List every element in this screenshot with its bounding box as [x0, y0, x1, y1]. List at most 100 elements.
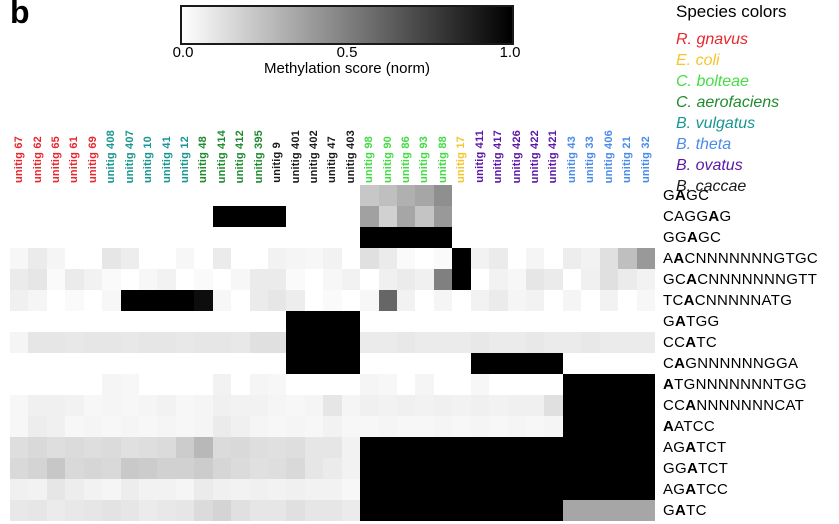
heatmap-cell [120, 185, 139, 206]
heatmap-cell [415, 269, 434, 290]
heatmap-cell [489, 206, 508, 227]
heatmap-cell [304, 353, 324, 374]
heatmap-cell [562, 311, 582, 332]
heatmap-cell [581, 332, 600, 353]
heatmap-cell [433, 500, 453, 521]
heatmap-cell [83, 374, 103, 395]
column-label: unitig 9 [271, 142, 284, 183]
heatmap-cell [599, 227, 619, 248]
heatmap-cell [323, 458, 342, 479]
heatmap-cell [360, 416, 379, 437]
heatmap-cell [46, 458, 66, 479]
heatmap-cell [489, 332, 508, 353]
heatmap-cell [507, 227, 526, 248]
heatmap-cell [470, 227, 490, 248]
heatmap-cell [452, 458, 471, 479]
heatmap-cell [120, 395, 139, 416]
column-label: unitig 43 [565, 135, 578, 183]
heatmap-cell [46, 290, 66, 311]
heatmap-cell [28, 248, 47, 269]
heatmap-cell [360, 374, 379, 395]
heatmap-cell [470, 290, 490, 311]
heatmap-cell [378, 479, 397, 500]
heatmap-cell [489, 479, 508, 500]
heatmap-cell [618, 458, 637, 479]
heatmap-cell [636, 500, 655, 521]
heatmap-cell [378, 290, 397, 311]
heatmap-cell [323, 500, 342, 521]
heatmap-cell [489, 248, 508, 269]
heatmap-cell [268, 416, 287, 437]
heatmap-cell [360, 458, 379, 479]
heatmap-cell [397, 227, 416, 248]
heatmap-cell [526, 500, 545, 521]
row-label-motif: CCANNNNNNNCAT [663, 397, 805, 414]
heatmap-cell [304, 332, 324, 353]
heatmap-cell [470, 458, 490, 479]
heatmap-cell [323, 416, 342, 437]
heatmap-cell [415, 311, 434, 332]
heatmap-cell [378, 185, 397, 206]
heatmap-cell [83, 416, 103, 437]
heatmap-cell [378, 458, 397, 479]
heatmap-cell [212, 500, 232, 521]
heatmap-cell [397, 353, 416, 374]
heatmap-cell [10, 500, 29, 521]
heatmap-cell [452, 185, 471, 206]
heatmap-cell [194, 500, 213, 521]
heatmap-cell [65, 332, 84, 353]
heatmap-cell [10, 416, 29, 437]
heatmap-cell [28, 269, 47, 290]
heatmap-cell [46, 374, 66, 395]
heatmap-cell [433, 332, 453, 353]
heatmap-cell [562, 500, 582, 521]
heatmap-cell [636, 458, 655, 479]
column-label: unitig 41 [160, 135, 173, 183]
heatmap-cell [212, 437, 232, 458]
heatmap-cell [139, 227, 158, 248]
heatmap-cell [65, 311, 84, 332]
heatmap-cell [341, 479, 361, 500]
heatmap-cell [636, 374, 655, 395]
heatmap-cell [194, 437, 213, 458]
heatmap-cell [470, 479, 490, 500]
heatmap-cell [489, 416, 508, 437]
heatmap-cell [65, 479, 84, 500]
heatmap-cell [65, 248, 84, 269]
heatmap-cell [157, 374, 176, 395]
heatmap-cell [360, 269, 379, 290]
heatmap-cell [249, 311, 268, 332]
heatmap-cell [507, 479, 526, 500]
heatmap-cell [581, 227, 600, 248]
heatmap-cell [360, 290, 379, 311]
heatmap-cell [194, 353, 213, 374]
row-label-motif: GATGG [663, 313, 720, 330]
heatmap-cell [157, 185, 176, 206]
heatmap-cell [415, 227, 434, 248]
heatmap-cell [544, 269, 563, 290]
heatmap-cell [28, 290, 47, 311]
heatmap-cell [452, 416, 471, 437]
row-label-motif: AACNNNNNNNGTGC [663, 250, 819, 267]
heatmap-cell [194, 248, 213, 269]
heatmap-cell [304, 206, 324, 227]
heatmap-cell [157, 500, 176, 521]
heatmap-row-labels: GAGC CAGGAG GGAGC AACNNNNNNNGTGC GCACNNNNNNN… [663, 185, 818, 521]
heatmap-cell [599, 437, 619, 458]
heatmap-cell [341, 311, 361, 332]
heatmap-cell [415, 500, 434, 521]
column-label: unitig 17 [455, 135, 468, 183]
column-label: unitig 67 [13, 135, 26, 183]
heatmap-cell [249, 248, 268, 269]
heatmap-cell [102, 332, 121, 353]
heatmap-cell [489, 311, 508, 332]
heatmap-cell [526, 395, 545, 416]
heatmap-cell [139, 290, 158, 311]
heatmap-cell [618, 500, 637, 521]
heatmap-cell [286, 248, 305, 269]
heatmap-cell [157, 437, 176, 458]
heatmap-cell [212, 353, 232, 374]
heatmap-cell [10, 269, 29, 290]
heatmap-cell [175, 458, 195, 479]
row-label-motif: TCACNNNNNATG [663, 292, 793, 309]
